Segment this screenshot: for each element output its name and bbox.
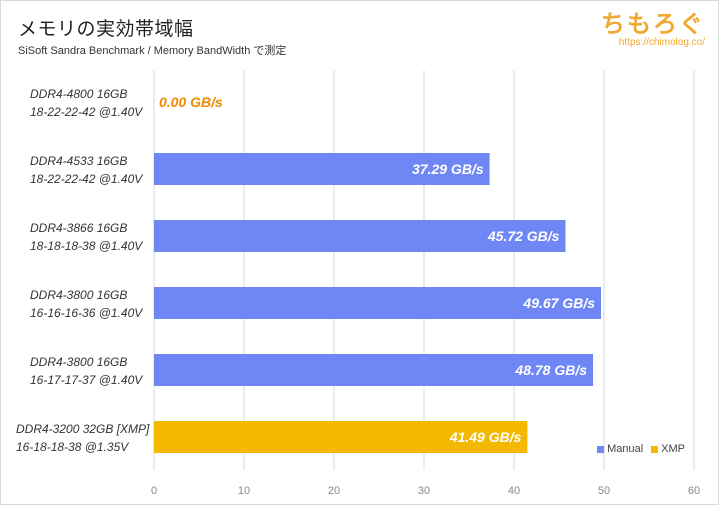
- x-tick-label-60: 60: [688, 485, 700, 497]
- bar-1: [154, 153, 490, 185]
- value-label-1: 37.29 GB/s: [412, 161, 484, 177]
- site-logo: ちもろぐ https://chimolog.co/: [601, 4, 705, 48]
- category-label-1-1: 18-22-22-42 @1.40V: [30, 172, 143, 186]
- category-label-4-1: 16-17-17-37 @1.40V: [30, 373, 143, 387]
- legend-item-manual: Manual: [597, 443, 643, 455]
- x-tick-label-40: 40: [508, 485, 520, 497]
- bar-4: [154, 354, 594, 386]
- chart-subtitle: SiSoft Sandra Benchmark / Memory BandWid…: [18, 45, 287, 57]
- x-tick-label-10: 10: [238, 485, 250, 497]
- value-label-2: 45.72 GB/s: [487, 228, 560, 244]
- category-labels: DDR4-4800 16GB 18-22-22-42 @1.40V DDR4-453…: [16, 87, 150, 454]
- bar-2: [154, 220, 566, 252]
- category-label-4-0: DDR4-3800 16GB: [30, 355, 127, 369]
- chart-title: メモリの実効帯域幅: [18, 19, 194, 40]
- bar-3: [154, 287, 602, 319]
- x-tick-label-20: 20: [328, 485, 340, 497]
- category-label-2-1: 18-18-18-38 @1.40V: [30, 239, 143, 253]
- value-labels: 0.00 GB/s 37.29 GB/s 45.72 GB/s 49.67 GB/s 4…: [159, 94, 595, 445]
- chart-legend: Manual XMP: [597, 443, 685, 455]
- legend-label-manual: Manual: [607, 443, 644, 455]
- legend-label-xmp: XMP: [661, 443, 685, 455]
- category-label-3-0: DDR4-3800 16GB: [30, 288, 127, 302]
- legend-item-xmp: XMP: [651, 443, 685, 455]
- category-label-0-1: 18-22-22-42 @1.40V: [30, 105, 143, 119]
- x-tick-label-50: 50: [598, 485, 610, 497]
- category-label-3-1: 16-16-16-36 @1.40V: [30, 306, 143, 320]
- category-label-0-0: DDR4-4800 16GB: [30, 87, 127, 101]
- x-tick-labels: 0 10 20 30 40 50 60: [151, 485, 700, 497]
- bars: [154, 153, 602, 453]
- category-label-1-0: DDR4-4533 16GB: [30, 154, 127, 168]
- value-label-5: 41.49 GB/s: [449, 429, 522, 445]
- value-label-4: 48.78 GB/s: [514, 362, 587, 378]
- x-tick-label-30: 30: [418, 485, 430, 497]
- legend-swatch-xmp: [651, 445, 659, 453]
- category-label-5-1: 16-18-18-38 @1.35V: [16, 440, 129, 454]
- bar-5: [154, 421, 528, 453]
- x-tick-label-0: 0: [151, 485, 157, 497]
- category-label-2-0: DDR4-3866 16GB: [30, 221, 127, 235]
- logo-text: ちもろぐ: [601, 10, 705, 38]
- legend-swatch-manual: [597, 445, 605, 453]
- value-label-3: 49.67 GB/s: [522, 295, 595, 311]
- value-label-0: 0.00 GB/s: [159, 94, 223, 110]
- logo-url: https://chimolog.co/: [618, 37, 705, 48]
- grid-lines: [153, 70, 695, 470]
- category-label-5-0: DDR4-3200 32GB [XMP]: [16, 422, 150, 436]
